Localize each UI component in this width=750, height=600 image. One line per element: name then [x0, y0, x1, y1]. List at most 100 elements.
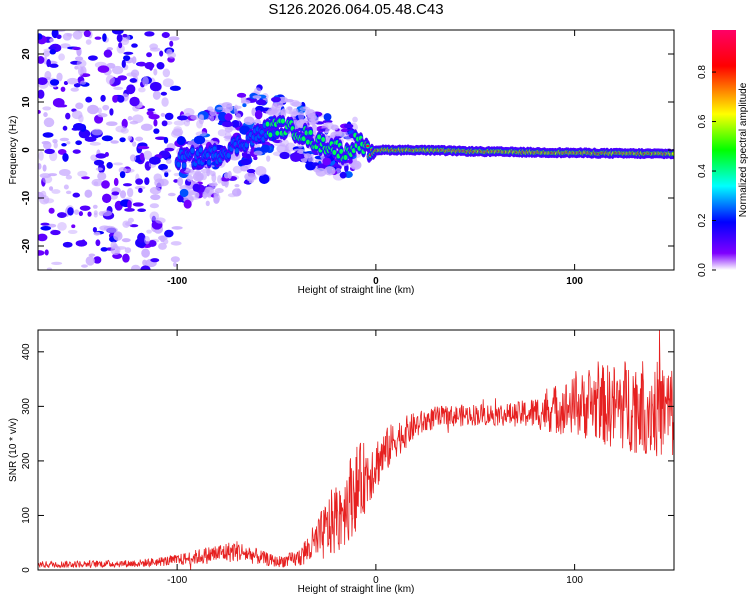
heatmap-cell [195, 173, 203, 181]
heatmap-cell [129, 78, 138, 83]
heatmap-cell [246, 168, 256, 174]
heatmap-cell [101, 135, 114, 142]
heatmap-cell [56, 212, 67, 218]
heatmap-cell [233, 105, 242, 110]
heatmap-cell [159, 50, 164, 57]
heatmap-cell [148, 113, 160, 120]
heatmap-cell [71, 46, 81, 51]
colorbar-tick-label: 0.4 [697, 164, 708, 178]
heatmap-cell [144, 31, 155, 37]
heatmap-cell [335, 168, 341, 173]
heatmap-cell [67, 207, 74, 216]
heatmap-cell [176, 195, 184, 203]
heatmap-cell [102, 33, 107, 42]
heatmap-cell [268, 132, 273, 138]
heatmap-cell [127, 199, 132, 210]
heatmap-cell [65, 174, 73, 180]
heatmap-cell [137, 208, 147, 212]
heatmap-cell [122, 33, 128, 38]
heatmap-cell [78, 66, 84, 76]
heatmap-cell [176, 135, 186, 146]
spectrogram-ytick-label: 10 [21, 96, 32, 108]
heatmap-cell [251, 107, 257, 117]
heatmap-cell [63, 184, 69, 190]
heatmap-cell [141, 248, 150, 258]
heatmap-cell [246, 153, 251, 160]
heatmap-cell [224, 126, 233, 133]
heatmap-cell [51, 189, 61, 194]
heatmap-cell [41, 141, 51, 145]
heatmap-cell [40, 222, 50, 226]
heatmap-cell [270, 96, 282, 103]
heatmap-cell [140, 265, 151, 270]
heatmap-cell [95, 167, 104, 171]
heatmap-cell [42, 132, 54, 138]
heatmap-cell [330, 124, 339, 131]
snr-ytick-label: 400 [21, 343, 32, 360]
colorbar-label: Normalized spectral amplitude [738, 82, 749, 217]
heatmap-cell [58, 53, 65, 61]
heatmap-cell [62, 32, 72, 41]
heatmap-cell [217, 129, 227, 137]
heatmap-cell [366, 144, 370, 148]
heatmap-cell [198, 114, 205, 119]
heatmap-cell [113, 162, 123, 166]
heatmap-cell [106, 161, 113, 169]
heatmap-cell [93, 159, 105, 166]
heatmap-cell [167, 192, 176, 197]
heatmap-cell [73, 209, 80, 215]
snr-xlabel: Height of straight line (km) [298, 584, 415, 595]
heatmap-cell [179, 188, 189, 198]
heatmap-cell [112, 94, 119, 103]
spectrogram-xtick-label: -100 [167, 276, 187, 287]
heatmap-cell [49, 79, 60, 86]
heatmap-cell [131, 56, 137, 64]
heatmap-cell [177, 176, 184, 187]
heatmap-cell [138, 187, 143, 193]
spectrogram-ytick-label: -20 [21, 238, 32, 253]
heatmap-cell [111, 30, 124, 35]
heatmap-cell [235, 113, 242, 120]
heatmap-cell [43, 117, 55, 128]
snr-ytick-label: 200 [21, 452, 32, 469]
heatmap-cell [149, 43, 159, 50]
heatmap-cell [125, 221, 133, 227]
snr-ytick-label: 100 [21, 507, 32, 524]
heatmap-cell [38, 77, 48, 85]
heatmap-cell [156, 62, 165, 70]
heatmap-cell [183, 199, 192, 209]
heatmap-cell [234, 148, 239, 154]
heatmap-cell [321, 137, 326, 143]
heatmap-cell [317, 134, 322, 140]
heatmap-cell [119, 137, 126, 143]
heatmap-cell [105, 75, 115, 85]
heatmap-cell [81, 264, 88, 268]
heatmap-cell [195, 131, 207, 137]
heatmap-cell [97, 107, 102, 114]
heatmap-cell [192, 183, 201, 192]
heatmap-cell [44, 249, 49, 256]
heatmap-cell [160, 91, 168, 96]
heatmap-cell [123, 168, 135, 173]
heatmap-cell [129, 120, 139, 125]
heatmap-cell [323, 113, 332, 121]
heatmap-cell [224, 137, 233, 142]
heatmap-cell [213, 191, 220, 198]
heatmap-cell [148, 239, 157, 247]
heatmap-cell [211, 173, 217, 183]
heatmap-cell [149, 186, 162, 195]
heatmap-cell [161, 97, 169, 107]
heatmap-cell [149, 156, 161, 165]
heatmap-cell [117, 75, 128, 81]
heatmap-cell [333, 131, 343, 137]
heatmap-cell [94, 36, 102, 40]
heatmap-cell [315, 167, 327, 177]
heatmap-cell [170, 256, 180, 263]
heatmap-cell [352, 116, 358, 123]
heatmap-cell [200, 168, 212, 174]
heatmap-cell [343, 123, 354, 129]
heatmap-cell [216, 106, 226, 110]
heatmap-cell [209, 115, 215, 122]
heatmap-cell [85, 96, 93, 103]
